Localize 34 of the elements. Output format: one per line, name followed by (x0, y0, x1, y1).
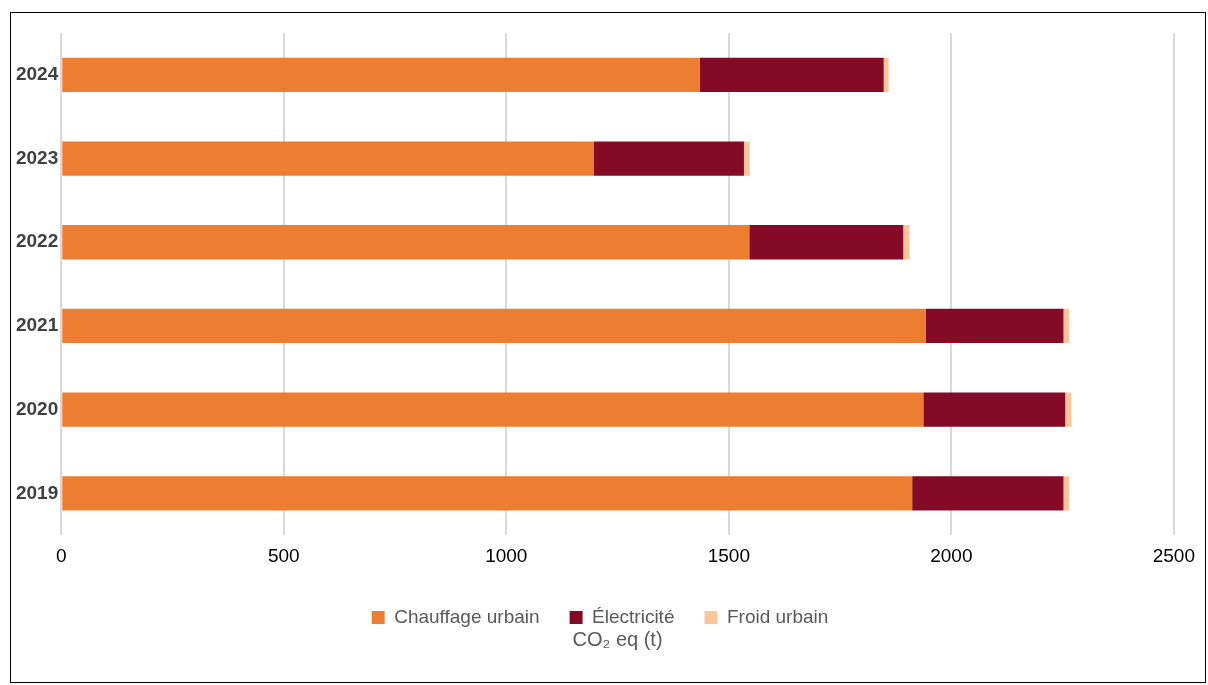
legend-label: Électricité (592, 605, 675, 627)
x-axis-title: CO₂ eq (t) (572, 628, 663, 650)
x-tick-label: 0 (55, 544, 67, 566)
y-tick-label: 2021 (15, 314, 59, 336)
bar (743, 141, 750, 176)
bar (593, 141, 744, 176)
bar (903, 225, 910, 260)
bar (62, 141, 594, 176)
bar (62, 57, 700, 93)
bar (883, 57, 889, 93)
bar (1063, 476, 1070, 511)
bar (749, 225, 904, 260)
bar (62, 308, 926, 344)
bar (925, 308, 1064, 344)
y-tick-label: 2020 (15, 397, 59, 419)
bar (62, 476, 913, 511)
bar (912, 476, 1064, 511)
bar (62, 392, 924, 427)
x-tick-label: 2500 (1152, 544, 1196, 566)
y-tick-label: 2023 (15, 146, 59, 168)
legend-label: Chauffage urbain (394, 605, 540, 627)
x-tick-label: 1000 (485, 544, 528, 566)
y-tick-label: 2024 (15, 63, 59, 85)
y-tick-label: 2019 (15, 481, 59, 503)
legend-label: Froid urbain (726, 605, 829, 627)
bar (923, 392, 1066, 427)
bar (1063, 308, 1070, 344)
y-tick-label: 2022 (15, 230, 59, 252)
x-tick-label: 1500 (707, 544, 750, 566)
bar (62, 225, 750, 260)
x-tick-label: 2000 (930, 544, 973, 566)
x-tick-label: 500 (267, 544, 300, 566)
bar (1065, 392, 1072, 427)
bar (699, 57, 884, 93)
